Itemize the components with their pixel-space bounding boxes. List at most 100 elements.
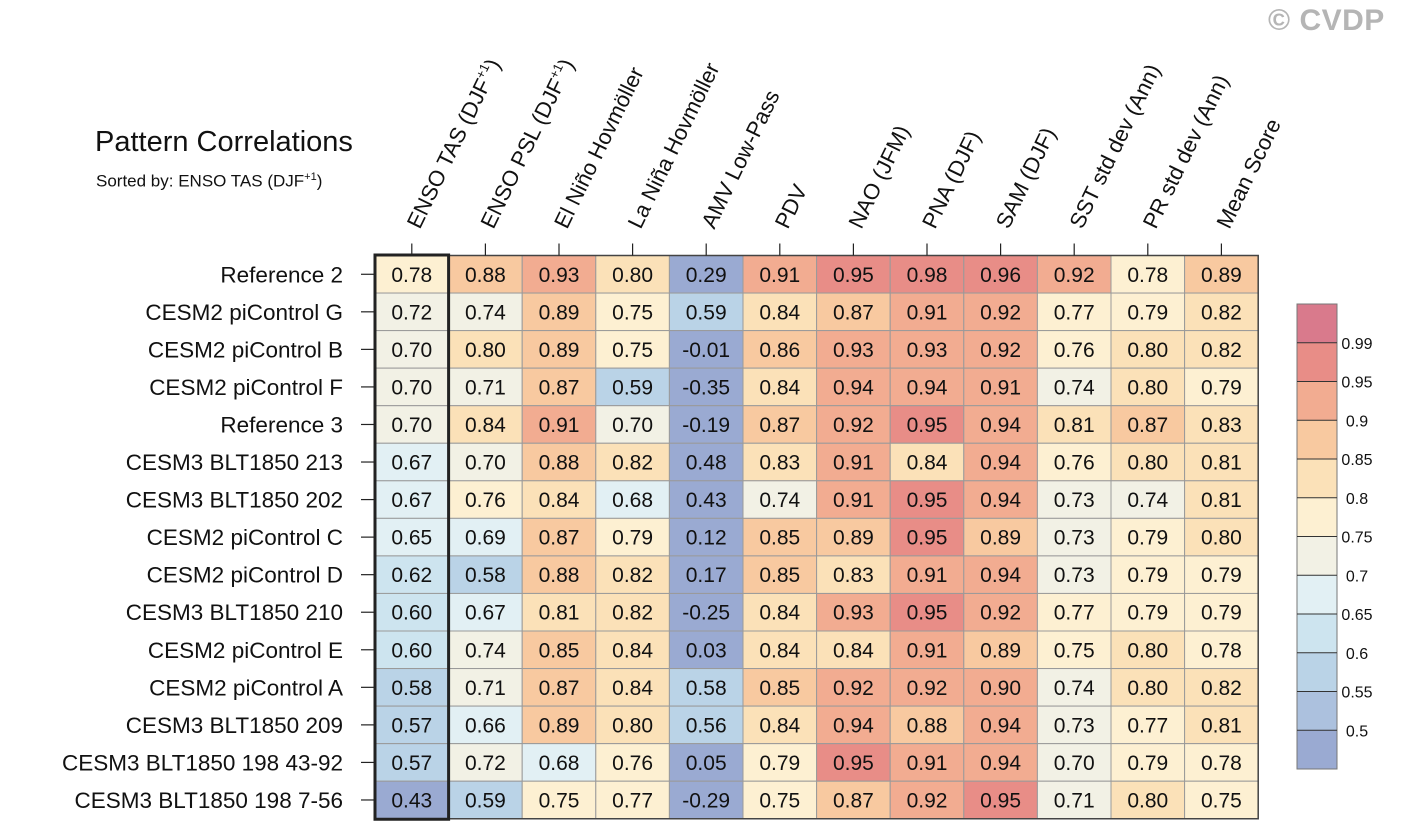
cell-value-label: 0.84 (833, 639, 874, 662)
cell-value-label: 0.92 (907, 789, 948, 812)
cell-value-label: 0.59 (465, 789, 506, 812)
heatmap-cell (448, 480, 523, 519)
cell-value-label: 0.94 (980, 489, 1021, 512)
heatmap-cell (595, 705, 670, 745)
heatmap-cell (1110, 442, 1186, 482)
heatmap-cell (595, 330, 670, 369)
colorbar-tick-label: 0.7 (1346, 568, 1368, 585)
row-label: CESM2 piControl A (149, 675, 343, 700)
heatmap-cell (963, 668, 1038, 707)
heatmap-cell (816, 592, 891, 632)
cell-value-label: 0.94 (833, 376, 874, 399)
heatmap-cell (668, 442, 744, 482)
cell-value-label: 0.75 (612, 339, 653, 362)
cell-value-label: 0.68 (612, 489, 653, 512)
heatmap-cell (1184, 330, 1259, 369)
cell-value-label: 0.89 (539, 714, 580, 737)
cell-value-label: 0.05 (686, 752, 727, 775)
cell-value-label: 0.70 (612, 414, 653, 437)
cell-value-label: 0.83 (1201, 414, 1242, 437)
heatmap-cell (595, 442, 670, 482)
cell-value-label: 0.91 (980, 376, 1021, 399)
cell-value-label: 0.79 (759, 752, 800, 775)
cell-value-label: 0.87 (539, 527, 580, 550)
cell-value-label: 0.57 (391, 714, 432, 737)
heatmap-cell (1184, 517, 1259, 557)
cell-value-label: 0.57 (391, 752, 432, 775)
row-label: CESM2 piControl G (145, 300, 343, 325)
cell-value-label: 0.58 (465, 564, 506, 587)
heatmap-cell (1110, 743, 1186, 782)
cell-value-label: 0.48 (686, 452, 727, 475)
cell-value-label: 0.79 (1201, 602, 1242, 625)
heatmap-cell (1110, 517, 1186, 557)
cell-value-label: 0.58 (686, 677, 727, 700)
cell-value-label: 0.84 (759, 602, 800, 625)
heatmap-cell (963, 442, 1038, 482)
cell-value-label: 0.84 (759, 639, 800, 662)
cell-value-label: 0.73 (1054, 527, 1095, 550)
cell-value-label: 0.85 (759, 564, 800, 587)
cell-value-label: 0.75 (1054, 639, 1095, 662)
heatmap-cell (1184, 780, 1259, 820)
cell-value-label: 0.78 (1201, 639, 1242, 662)
cell-value-label: 0.92 (980, 339, 1021, 362)
row-label: CESM3 BLT1850 202 (126, 488, 343, 513)
heatmap-cell (963, 480, 1038, 519)
cell-value-label: 0.74 (1054, 376, 1095, 399)
cell-value-label: 0.81 (1201, 714, 1242, 737)
heatmap-cell (1036, 330, 1112, 369)
heatmap-cell (1184, 743, 1259, 782)
heatmap-cell (1110, 555, 1186, 594)
cell-value-label: 0.80 (1201, 527, 1242, 550)
colorbar-segment (1297, 730, 1337, 769)
column-label-text: AMV Low-Pass (696, 86, 784, 232)
heatmap-cell (448, 555, 523, 594)
heatmap-cell (668, 780, 744, 820)
cell-value-label: 0.78 (1127, 264, 1168, 287)
column-label-text: PNA (DJF) (917, 127, 986, 232)
cell-value-label: 0.84 (465, 414, 506, 437)
cell-value-label: 0.75 (1201, 789, 1242, 812)
heatmap-cell (1110, 592, 1186, 632)
cell-value-label: 0.62 (391, 564, 432, 587)
heatmap-cell (816, 705, 891, 745)
cell-value-label: 0.58 (391, 677, 432, 700)
cell-value-label: 0.43 (391, 789, 432, 812)
cell-value-label: 0.77 (1127, 714, 1168, 737)
cell-value-label: 0.76 (465, 489, 506, 512)
heatmap-cell (521, 705, 597, 745)
column-label-text: Mean Score (1211, 115, 1285, 233)
heatmap-cell (963, 705, 1038, 745)
heatmap-cell (374, 780, 450, 820)
cell-value-label: 0.70 (391, 339, 432, 362)
cell-value-label: 0.65 (391, 527, 432, 550)
cell-value-label: 0.88 (539, 452, 580, 475)
cell-value-label: 0.94 (980, 564, 1021, 587)
heatmap-cell (595, 668, 670, 707)
heatmap-cell (448, 630, 523, 670)
cell-value-label: 0.84 (907, 452, 948, 475)
heatmap-cell (374, 480, 450, 519)
cell-value-label: 0.91 (759, 264, 800, 287)
cell-value-label: 0.90 (980, 677, 1021, 700)
cell-value-label: 0.67 (465, 602, 506, 625)
heatmap-cell (889, 330, 965, 369)
cell-value-label: 0.82 (612, 602, 653, 625)
cell-value-label: 0.87 (833, 789, 874, 812)
heatmap-cell (1110, 480, 1186, 519)
row-label: CESM3 BLT1850 209 (126, 713, 343, 738)
cell-value-label: 0.78 (1201, 752, 1242, 775)
cell-value-label: 0.96 (980, 264, 1021, 287)
cell-value-label: 0.81 (1201, 452, 1242, 475)
cell-value-label: 0.67 (391, 489, 432, 512)
heatmap-cell (963, 780, 1038, 820)
heatmap-cell (889, 517, 965, 557)
cell-value-label: 0.88 (465, 264, 506, 287)
colorbar-segment (1297, 420, 1337, 459)
subtitle-superscript: +1 (304, 171, 317, 183)
cell-value-label: 0.72 (465, 752, 506, 775)
cell-value-label: 0.66 (465, 714, 506, 737)
cell-value-label: 0.12 (686, 527, 727, 550)
